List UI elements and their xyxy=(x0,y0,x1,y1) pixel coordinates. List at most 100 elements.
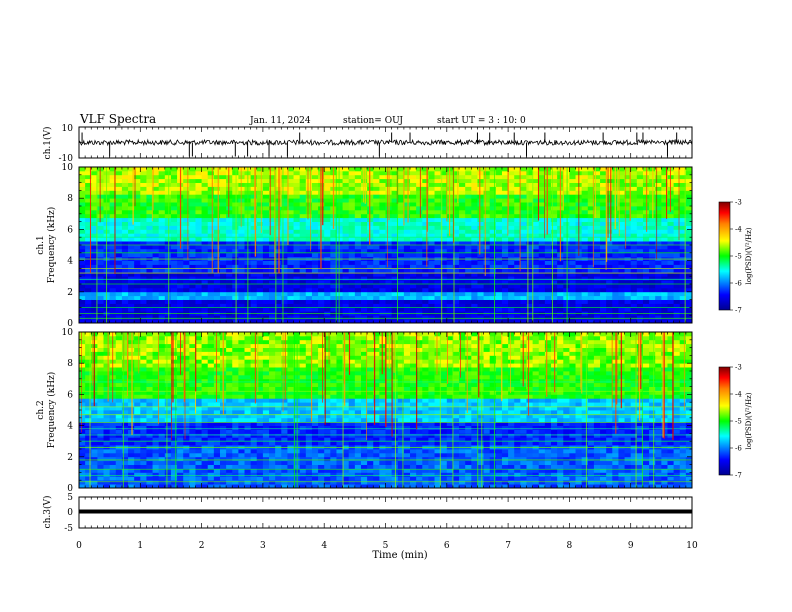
spectrogram-cell xyxy=(128,276,135,281)
spectrogram-cell xyxy=(612,272,619,277)
spectrogram-cell xyxy=(250,206,258,211)
spectrogram-cell xyxy=(311,217,319,222)
spectrogram-cell xyxy=(483,178,491,183)
spectrogram-cell xyxy=(275,291,282,297)
spectrogram-cell xyxy=(85,190,92,195)
spectrogram-cell xyxy=(97,260,104,265)
spectrogram-cell xyxy=(281,170,288,176)
spectrogram-cell xyxy=(85,280,92,285)
spectrogram-cell xyxy=(128,413,135,419)
spectrogram-cell xyxy=(557,280,564,285)
spectrogram-cell xyxy=(661,276,668,281)
spectrogram-cell xyxy=(459,319,466,323)
spectrogram-cell xyxy=(649,245,656,250)
spectrogram-cell xyxy=(520,170,527,176)
spectrogram-cell xyxy=(299,245,307,250)
spectrogram-cell xyxy=(649,233,656,238)
spectrogram-cell xyxy=(226,170,233,176)
spectrogram-cell xyxy=(410,174,417,180)
spectrogram-cell xyxy=(679,170,687,176)
spectrogram-cell xyxy=(115,217,123,222)
spectrogram-cell xyxy=(109,284,117,289)
spectrogram-cell xyxy=(416,272,423,277)
spectrogram-cell xyxy=(79,351,86,356)
spectrogram-cell xyxy=(483,276,491,281)
spectrogram-cell xyxy=(422,252,429,258)
spectrogram-cell xyxy=(459,303,466,308)
spectrogram-cell xyxy=(544,291,552,297)
spectrogram-cell xyxy=(685,186,692,191)
spectrogram-cell xyxy=(661,268,668,273)
spectrogram-cell xyxy=(685,170,692,176)
spectrogram-cell xyxy=(636,260,644,265)
spectrogram-cell xyxy=(624,170,632,176)
spectrogram-cell xyxy=(128,233,135,238)
spectrogram-cell xyxy=(103,476,111,481)
spectrogram-cell xyxy=(508,174,515,180)
spectrogram-cell xyxy=(348,209,356,215)
spectrogram-cell xyxy=(164,268,172,273)
spectrogram-cell xyxy=(226,198,233,203)
spectrogram-cell xyxy=(661,287,668,293)
spectrogram-cell xyxy=(354,217,362,222)
spectrogram-cell xyxy=(618,299,625,304)
spectrogram-cell xyxy=(636,186,644,191)
spectrogram-cell xyxy=(103,332,111,337)
spectrogram-cell xyxy=(673,170,681,176)
spectrogram-cell xyxy=(410,280,417,285)
spectrogram-cell xyxy=(379,233,386,238)
spectrogram-cell xyxy=(256,287,264,293)
spectrogram-cell xyxy=(587,260,595,265)
spectrogram-cell xyxy=(121,295,129,300)
spectrogram-cell xyxy=(661,319,668,323)
spectrogram-cell xyxy=(385,225,393,230)
spectrogram-cell xyxy=(673,280,681,285)
spectrogram-cell xyxy=(354,194,362,199)
spectrogram-cell xyxy=(287,241,294,246)
spectrogram-cell xyxy=(569,194,576,199)
spectrogram-cell xyxy=(134,264,141,269)
spectrogram-cell xyxy=(434,315,442,320)
spectrogram-cell xyxy=(97,241,104,246)
spectrogram-cell xyxy=(189,260,196,265)
spectrogram-cell xyxy=(459,221,466,226)
spectrogram-cell xyxy=(612,260,619,265)
spectrogram-cell xyxy=(183,190,190,195)
spectrogram-cell xyxy=(195,315,202,320)
spectrogram-cell xyxy=(569,252,576,258)
spectrogram-cell xyxy=(367,202,374,207)
spectrogram-cell xyxy=(391,213,399,219)
spectrogram-cell xyxy=(91,174,98,180)
spectrogram-cell xyxy=(508,287,515,293)
spectrogram-cell xyxy=(342,248,350,254)
spectrogram-cell xyxy=(489,295,497,300)
spectrogram-cell xyxy=(152,217,160,222)
spectrogram-cell xyxy=(128,237,135,242)
spectrogram-cell xyxy=(685,237,692,242)
spectrogram-cell xyxy=(508,209,515,215)
spectrogram-cell xyxy=(207,237,215,242)
spectrogram-cell xyxy=(342,315,350,320)
spectrogram-cell xyxy=(477,221,484,226)
spectrogram-cell xyxy=(177,287,184,293)
spectrogram-cell xyxy=(544,307,552,312)
spectrogram-cell xyxy=(618,280,625,285)
spectrogram-cell xyxy=(471,202,478,207)
spectrogram-cell xyxy=(495,248,503,254)
spectrogram-cell xyxy=(569,202,576,207)
spectrogram-cell xyxy=(452,225,460,230)
spectrogram-cell xyxy=(250,287,258,293)
spectrogram-cell xyxy=(489,315,497,320)
spectrogram-cell xyxy=(452,280,460,285)
spectrogram-cell xyxy=(183,299,190,304)
spectrogram-cell xyxy=(563,260,570,265)
spectrogram-cell xyxy=(238,276,245,281)
spectrogram-cell xyxy=(262,213,270,219)
spectrogram-cell xyxy=(685,284,692,289)
spectrogram-cell xyxy=(655,284,662,289)
spectrogram-cell xyxy=(569,178,576,183)
spectrogram-cell xyxy=(207,194,215,199)
spectrogram-cell xyxy=(501,182,509,187)
spectrogram-cell xyxy=(685,245,692,250)
spectrogram-cell xyxy=(416,213,423,219)
